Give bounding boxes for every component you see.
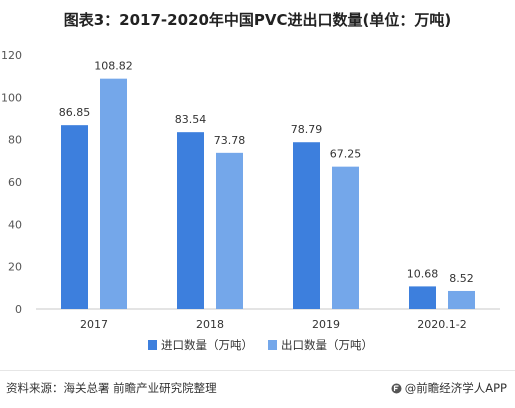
legend-label-export: 出口数量（万吨） — [281, 338, 373, 352]
y-tick-label-0: 0 — [15, 303, 22, 316]
source-note: 资料来源：海关总署 前瞻产业研究院整理 — [6, 381, 217, 395]
bar-import-2 — [293, 142, 320, 309]
brand-logo-icon — [391, 383, 402, 393]
brand-text: @前瞻经济学人APP — [404, 381, 507, 395]
chart-title: 图表3：2017-2020年中国PVC进出口数量(单位：万吨) — [63, 11, 452, 29]
data-label-export-2: 67.25 — [330, 148, 362, 161]
y-tick-label-2: 40 — [8, 218, 22, 231]
y-tick-label-4: 80 — [8, 134, 22, 147]
x-tick-label-1: 2018 — [196, 318, 224, 331]
bar-export-3 — [448, 290, 475, 309]
data-label-import-1: 83.54 — [175, 113, 207, 126]
footer-divider — [0, 370, 515, 371]
data-label-export-3: 8.52 — [449, 272, 474, 285]
y-tick-label-3: 60 — [8, 176, 22, 189]
data-label-import-0: 86.85 — [59, 106, 91, 119]
y-tick-label-1: 20 — [8, 261, 22, 274]
x-tick-label-2: 2019 — [312, 318, 340, 331]
bar-chart: 0 20 40 60 80 100 120 86.85 108.82 2017 83.54 73.78… — [1, 49, 500, 352]
bar-export-2 — [332, 166, 359, 309]
data-label-import-2: 78.79 — [291, 123, 323, 136]
data-label-export-1: 73.78 — [214, 134, 246, 147]
bar-export-0 — [100, 78, 127, 309]
y-tick-label-6: 120 — [1, 49, 22, 62]
bar-export-1 — [216, 152, 243, 309]
bar-import-3 — [409, 286, 436, 309]
legend-swatch-import — [148, 340, 157, 350]
x-tick-label-0: 2017 — [80, 318, 108, 331]
legend-label-import: 进口数量（万吨） — [161, 338, 253, 352]
bar-import-0 — [61, 125, 88, 309]
y-tick-label-5: 100 — [1, 91, 22, 104]
x-tick-label-3: 2020.1-2 — [417, 318, 466, 331]
brand-label: @前瞻经济学人APP — [391, 380, 507, 396]
legend-swatch-export — [268, 340, 277, 350]
data-label-export-0: 108.82 — [94, 60, 133, 73]
data-label-import-3: 10.68 — [407, 267, 439, 280]
bar-import-1 — [177, 132, 204, 309]
